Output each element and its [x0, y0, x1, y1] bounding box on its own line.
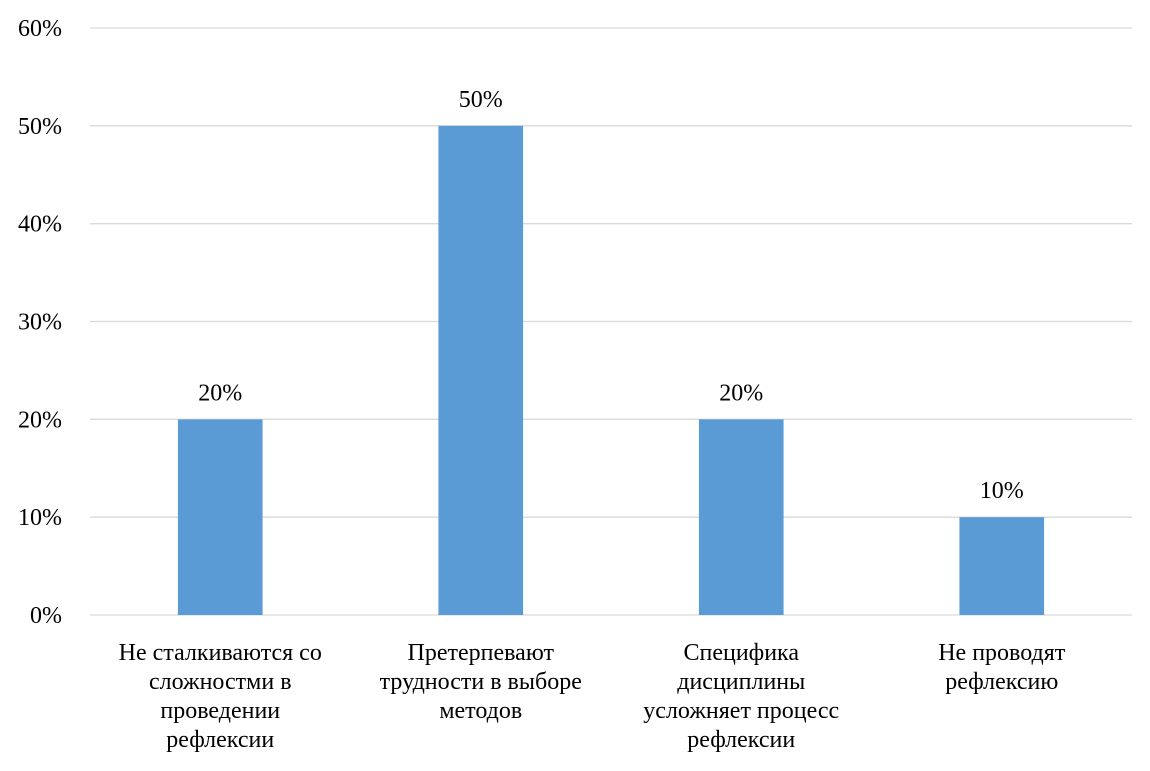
x-axis-category-labels: Не сталкиваются со сложностми в проведении… [119, 640, 1066, 753]
y-axis-tick-labels: 0% 10% 20% 30% 40% 50% 60% [18, 16, 62, 629]
y-tick-label: 20% [18, 407, 62, 433]
y-tick-label: 40% [18, 212, 62, 238]
x-category-label-line: сложностми в [149, 669, 292, 695]
data-label: 20% [198, 380, 242, 406]
x-category-label-line: Претерпевают [408, 640, 555, 666]
data-label: 10% [980, 478, 1024, 504]
data-label: 50% [459, 87, 503, 113]
y-tick-label: 30% [18, 310, 62, 336]
bar [698, 419, 784, 615]
x-category-label-line: Не сталкиваются со [119, 640, 322, 666]
x-category-label-line: рефлексию [945, 669, 1058, 695]
bars [177, 125, 1045, 615]
bar [959, 517, 1045, 615]
y-tick-label: 0% [30, 603, 62, 629]
x-category-label-line: дисциплины [677, 669, 805, 695]
gridlines [90, 27, 1132, 616]
data-labels: 20% 50% 20% 10% [198, 87, 1024, 504]
x-category-label-line: трудности в выборе [380, 669, 582, 695]
bar [177, 419, 263, 615]
y-tick-label: 10% [18, 505, 62, 531]
x-category-label-line: Не проводят [938, 640, 1066, 666]
x-category-label-line: рефлексии [166, 727, 274, 753]
x-category-label-line: рефлексии [687, 727, 795, 753]
x-category-label-line: проведении [160, 698, 280, 724]
x-category-label-line: методов [439, 698, 522, 724]
x-category-label-line: усложняет процесс [643, 698, 839, 724]
y-tick-label: 60% [18, 16, 62, 42]
bar [438, 125, 524, 615]
y-tick-label: 50% [18, 114, 62, 140]
data-label: 20% [719, 380, 763, 406]
x-category-label-line: Специфика [683, 640, 799, 666]
